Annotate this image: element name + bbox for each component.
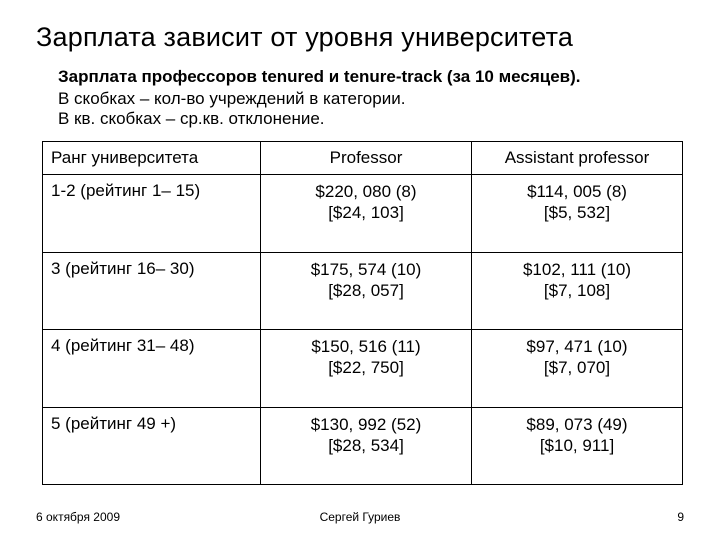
col-professor: Professor bbox=[261, 142, 472, 175]
asst-sd: [$10, 911] bbox=[540, 436, 614, 455]
asst-main: $102, 111 (10) bbox=[523, 260, 631, 279]
prof-main: $175, 574 (10) bbox=[311, 260, 422, 279]
asst-sd: [$7, 108] bbox=[544, 281, 610, 300]
subtitle-bold: Зарплата профессоров tenured и tenure-tr… bbox=[58, 67, 684, 87]
cell-rank: 4 (рейтинг 31– 48) bbox=[43, 330, 261, 408]
slide: Зарплата зависит от уровня университета … bbox=[0, 0, 720, 540]
prof-main: $150, 516 (11) bbox=[311, 337, 420, 356]
cell-rank: 3 (рейтинг 16– 30) bbox=[43, 252, 261, 330]
table-row: 3 (рейтинг 16– 30) $175, 574 (10) [$28, … bbox=[43, 252, 683, 330]
subtitle-line3: В кв. скобках – ср.кв. отклонение. bbox=[58, 109, 684, 129]
prof-sd: [$28, 534] bbox=[328, 436, 404, 455]
asst-main: $97, 471 (10) bbox=[526, 337, 627, 356]
cell-professor: $130, 992 (52) [$28, 534] bbox=[261, 407, 472, 485]
prof-sd: [$24, 103] bbox=[328, 203, 404, 222]
table-row: 4 (рейтинг 31– 48) $150, 516 (11) [$22, … bbox=[43, 330, 683, 408]
cell-assistant: $102, 111 (10) [$7, 108] bbox=[472, 252, 683, 330]
footer-author: Сергей Гуриев bbox=[36, 510, 684, 524]
table-header-row: Ранг университета Professor Assistant pr… bbox=[43, 142, 683, 175]
salary-table: Ранг университета Professor Assistant pr… bbox=[42, 141, 683, 485]
cell-professor: $150, 516 (11) [$22, 750] bbox=[261, 330, 472, 408]
cell-assistant: $97, 471 (10) [$7, 070] bbox=[472, 330, 683, 408]
asst-sd: [$5, 532] bbox=[544, 203, 610, 222]
cell-rank: 5 (рейтинг 49 +) bbox=[43, 407, 261, 485]
table-row: 1-2 (рейтинг 1– 15) $220, 080 (8) [$24, … bbox=[43, 175, 683, 253]
prof-sd: [$28, 057] bbox=[328, 281, 404, 300]
asst-main: $89, 073 (49) bbox=[526, 415, 627, 434]
cell-assistant: $89, 073 (49) [$10, 911] bbox=[472, 407, 683, 485]
asst-main: $114, 005 (8) bbox=[527, 182, 627, 201]
prof-main: $220, 080 (8) bbox=[315, 182, 416, 201]
cell-rank: 1-2 (рейтинг 1– 15) bbox=[43, 175, 261, 253]
slide-footer: 6 октября 2009 Сергей Гуриев 9 bbox=[36, 510, 684, 524]
cell-assistant: $114, 005 (8) [$5, 532] bbox=[472, 175, 683, 253]
footer-page: 9 bbox=[677, 510, 684, 524]
col-assistant: Assistant professor bbox=[472, 142, 683, 175]
cell-professor: $220, 080 (8) [$24, 103] bbox=[261, 175, 472, 253]
cell-professor: $175, 574 (10) [$28, 057] bbox=[261, 252, 472, 330]
subtitle-line2: В скобках – кол-во учреждений в категори… bbox=[58, 89, 684, 109]
slide-subtitle: Зарплата профессоров tenured и tenure-tr… bbox=[36, 67, 684, 129]
slide-title: Зарплата зависит от уровня университета bbox=[36, 22, 684, 53]
col-rank: Ранг университета bbox=[43, 142, 261, 175]
footer-date: 6 октября 2009 bbox=[36, 510, 120, 524]
table-row: 5 (рейтинг 49 +) $130, 992 (52) [$28, 53… bbox=[43, 407, 683, 485]
prof-sd: [$22, 750] bbox=[328, 358, 404, 377]
prof-main: $130, 992 (52) bbox=[311, 415, 422, 434]
asst-sd: [$7, 070] bbox=[544, 358, 610, 377]
